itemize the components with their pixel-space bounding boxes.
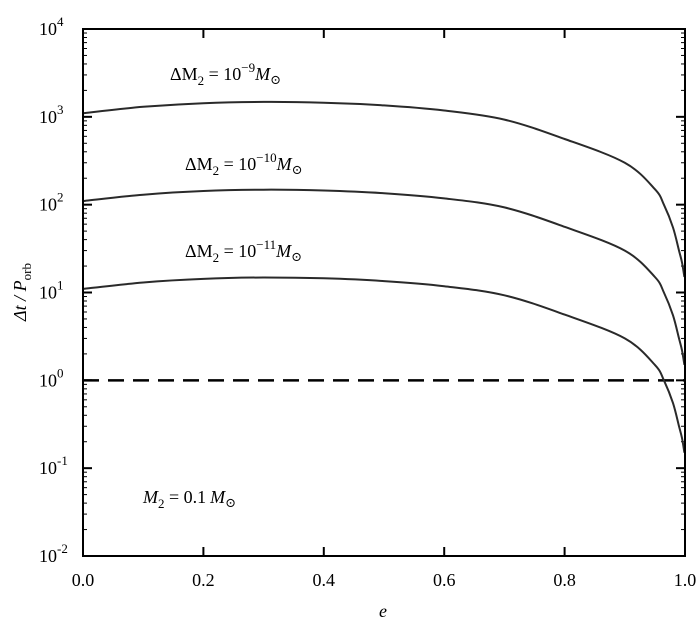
- y-tick-label: 104: [39, 14, 64, 39]
- series-line-3: [82, 276, 686, 453]
- x-tick-label: 0.0: [72, 570, 95, 590]
- y-tick-label: 10-2: [39, 541, 68, 566]
- curves: [82, 100, 686, 453]
- x-tick-label: 0.2: [192, 570, 215, 590]
- y-axis-label: Δt / Porb: [10, 263, 34, 322]
- plot-frame: [82, 28, 686, 557]
- y-tick-label: 102: [39, 190, 64, 215]
- x-tick-label: 0.6: [433, 570, 456, 590]
- x-axis-label: e: [379, 601, 387, 621]
- series-label-2: ΔM2 = 10−10M⊙: [185, 150, 303, 178]
- series-line-2: [82, 188, 686, 366]
- series-label-1: ΔM2 = 10−9M⊙: [170, 60, 281, 88]
- y-tick-label: 100: [39, 365, 64, 390]
- x-tick-label: 0.8: [553, 570, 576, 590]
- y-tick-label: 10-1: [39, 453, 68, 478]
- mass-annotation: M2 = 0.1 M⊙: [142, 487, 236, 511]
- series-label-3: ΔM2 = 10−11M⊙: [185, 237, 302, 265]
- y-tick-label: 101: [39, 278, 64, 303]
- x-tick-label: 0.4: [313, 570, 336, 590]
- x-tick-label: 1.0: [674, 570, 697, 590]
- ticks: 0.0 0.2 0.4 0.6 0.8 1.0 10-2 10-1 100 101 102 103 10…: [39, 14, 696, 590]
- series-line-1: [82, 100, 686, 278]
- y-tick-label: 103: [39, 102, 64, 127]
